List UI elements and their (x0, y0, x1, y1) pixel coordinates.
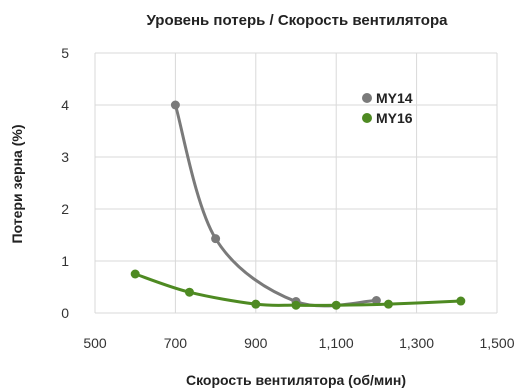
data-point-my16 (130, 269, 140, 279)
y-tick-label: 3 (61, 149, 69, 165)
legend-marker-my16 (362, 113, 372, 123)
y-tick-label: 2 (61, 201, 69, 217)
data-point-my14 (211, 234, 221, 244)
y-tick-labels: 0 1 2 3 4 5 (61, 45, 69, 321)
x-tick-label: 1,500 (479, 335, 514, 351)
series-line-my14 (173, 104, 377, 308)
x-tick-label: 700 (164, 335, 188, 351)
data-point-my16 (184, 287, 194, 297)
data-point-my16 (291, 300, 301, 310)
data-point-my16 (331, 300, 341, 310)
legend: MY14 MY16 (362, 90, 413, 126)
x-tick-label: 1,100 (319, 335, 354, 351)
chart-title: Уровень потерь / Скорость вентилятора (147, 12, 449, 29)
y-tick-label: 1 (61, 253, 69, 269)
y-tick-label: 5 (61, 45, 69, 61)
data-point-my16 (251, 299, 261, 309)
legend-label-my16: MY16 (376, 110, 413, 126)
y-tick-label: 0 (61, 305, 69, 321)
y-tick-label: 4 (61, 97, 69, 113)
legend-label-my14: MY14 (376, 90, 413, 106)
data-point-my16 (456, 296, 466, 306)
series-group (130, 100, 466, 310)
x-tick-label: 1,300 (399, 335, 434, 351)
x-tick-labels: 500 700 900 1,100 1,300 1,500 (83, 335, 514, 351)
data-point-my16 (383, 299, 393, 309)
grid (94, 52, 498, 314)
y-axis-label: Потери зерна (%) (9, 125, 25, 244)
x-axis-label: Скорость вентилятора (об/мин) (186, 372, 406, 388)
x-tick-label: 900 (244, 335, 268, 351)
data-point-my14 (371, 296, 381, 306)
data-point-my14 (170, 100, 180, 110)
legend-marker-my14 (362, 93, 372, 103)
x-tick-label: 500 (83, 335, 107, 351)
